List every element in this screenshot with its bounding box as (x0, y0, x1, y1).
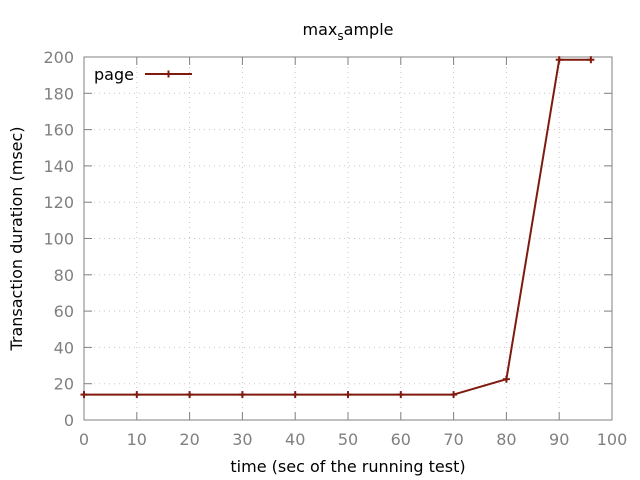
grid (84, 57, 612, 420)
x-tick-label: 90 (549, 430, 569, 449)
data-point (133, 391, 141, 399)
y-tick-label: 180 (43, 84, 74, 103)
data-point (80, 391, 88, 399)
chart-title: maxsample (303, 20, 394, 43)
x-axis-label: time (sec of the running test) (230, 457, 465, 476)
data-point (450, 391, 458, 399)
data-point (502, 375, 510, 383)
y-axis-label: Transaction duration (msec) (7, 126, 26, 351)
legend-marker-point (165, 70, 172, 78)
data-point (238, 391, 246, 399)
chart-title-subscript: s (337, 29, 343, 43)
x-tick-label: 50 (338, 430, 358, 449)
legend-label: page (94, 65, 134, 84)
x-tick-label: 20 (179, 430, 199, 449)
x-tick-label: 60 (391, 430, 411, 449)
y-tick-label: 160 (43, 121, 74, 140)
y-tick-label: 80 (54, 266, 74, 285)
y-tick-label: 100 (43, 230, 74, 249)
x-tick-label: 10 (127, 430, 147, 449)
y-tick-label: 60 (54, 302, 74, 321)
legend-marker (165, 70, 172, 78)
y-tick-label: 140 (43, 157, 74, 176)
x-tick-label: 0 (79, 430, 89, 449)
data-point (397, 391, 405, 399)
y-tick-label: 40 (54, 338, 74, 357)
x-tick-label: 30 (232, 430, 252, 449)
data-point (344, 391, 352, 399)
chart-title-main: max (303, 20, 338, 39)
x-tick-label: 40 (285, 430, 305, 449)
tick-labels: 0 20 40 60 80 100 120 140 160 180 200 0 10 20 30 40 50 60… (43, 48, 627, 449)
ticks (83, 56, 613, 421)
x-tick-label: 100 (597, 430, 628, 449)
legend: page (94, 65, 192, 84)
plot-frame (83, 56, 613, 421)
series-layer (80, 56, 595, 399)
data-point (186, 391, 194, 399)
y-tick-label: 200 (43, 48, 74, 67)
data-point (555, 56, 563, 64)
x-tick-label: 80 (496, 430, 516, 449)
y-tick-label: 20 (54, 375, 74, 394)
y-tick-label: 120 (43, 193, 74, 212)
series-line-page (84, 58, 591, 396)
x-tick-label: 70 (443, 430, 463, 449)
data-point (291, 391, 299, 399)
chart-title-rest: ample (344, 20, 394, 39)
data-point (587, 56, 595, 64)
y-tick-label: 0 (64, 411, 74, 430)
